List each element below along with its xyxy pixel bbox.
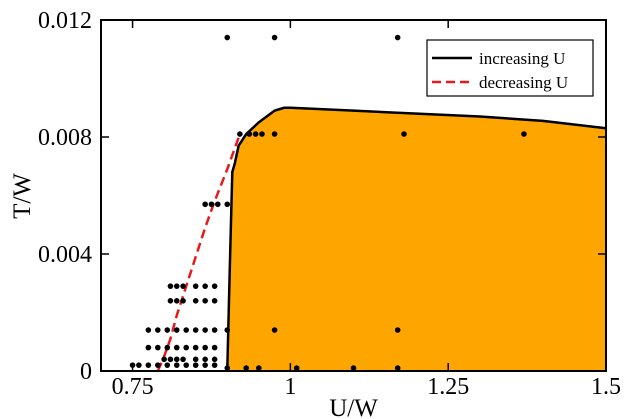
data-point bbox=[167, 283, 174, 289]
data-point bbox=[211, 298, 218, 304]
data-point bbox=[271, 131, 278, 137]
data-point bbox=[224, 34, 231, 41]
data-point bbox=[394, 365, 401, 371]
y-tick-label: 0.004 bbox=[38, 242, 92, 268]
data-point bbox=[136, 362, 142, 368]
data-point bbox=[521, 131, 527, 137]
data-point bbox=[180, 298, 186, 304]
data-point bbox=[211, 344, 218, 351]
points-layer bbox=[129, 34, 527, 371]
y-tick-label: 0 bbox=[80, 359, 92, 385]
data-point bbox=[224, 327, 231, 333]
series-line-increasing bbox=[226, 106, 607, 372]
data-point bbox=[145, 327, 152, 333]
data-point bbox=[394, 34, 401, 41]
data-point bbox=[167, 356, 174, 363]
data-point bbox=[145, 362, 152, 368]
data-point bbox=[259, 131, 265, 137]
x-tick-label: 1.25 bbox=[427, 374, 469, 400]
data-point bbox=[173, 327, 180, 333]
data-point bbox=[183, 362, 190, 368]
data-point bbox=[202, 327, 208, 333]
data-point bbox=[192, 327, 199, 333]
series-layer bbox=[156, 106, 607, 372]
x-tick-label: 0.75 bbox=[112, 374, 154, 400]
data-point bbox=[202, 362, 208, 368]
fill-layer bbox=[227, 107, 606, 371]
data-point bbox=[256, 365, 262, 371]
series-line-decreasing bbox=[156, 133, 242, 372]
data-point bbox=[180, 283, 186, 289]
data-point bbox=[211, 356, 218, 363]
data-point bbox=[350, 365, 357, 371]
data-point bbox=[293, 365, 300, 371]
data-point bbox=[224, 201, 231, 208]
data-point bbox=[202, 356, 208, 363]
data-point bbox=[173, 344, 180, 351]
data-point bbox=[211, 283, 218, 289]
x-tick-label: 1 bbox=[284, 374, 296, 400]
data-point bbox=[164, 344, 171, 351]
data-point bbox=[211, 327, 218, 333]
data-point bbox=[155, 327, 161, 333]
data-point bbox=[164, 362, 171, 368]
legend: increasing U decreasing U bbox=[426, 39, 594, 97]
data-point bbox=[211, 362, 218, 368]
data-point bbox=[183, 327, 190, 333]
data-point bbox=[173, 298, 180, 304]
data-point bbox=[192, 298, 199, 304]
data-point bbox=[192, 356, 199, 363]
data-point bbox=[214, 201, 221, 208]
x-axis-title: U/W bbox=[329, 395, 378, 419]
data-point bbox=[271, 34, 278, 41]
data-point bbox=[208, 201, 215, 208]
data-point bbox=[192, 283, 199, 289]
data-point bbox=[192, 344, 199, 351]
data-point bbox=[243, 365, 249, 371]
x-tick-label: 1.5 bbox=[591, 374, 621, 400]
data-point bbox=[164, 327, 171, 333]
data-point bbox=[202, 201, 208, 208]
data-point bbox=[394, 327, 401, 333]
shaded-region bbox=[227, 107, 606, 371]
y-tick-label: 0.008 bbox=[38, 125, 92, 151]
data-point bbox=[173, 362, 180, 368]
data-point bbox=[202, 298, 208, 304]
legend-label-increasing: increasing U bbox=[479, 49, 565, 68]
data-point bbox=[173, 283, 180, 289]
data-point bbox=[180, 356, 186, 363]
legend-box bbox=[426, 39, 594, 97]
data-point bbox=[173, 356, 180, 363]
data-point bbox=[161, 356, 167, 363]
y-axis-title: T/W bbox=[9, 173, 36, 219]
data-point bbox=[246, 131, 253, 137]
ticks-layer: 0.75 1 1.25 1.5 0 0.004 0.008 0.012 bbox=[38, 8, 621, 400]
data-point bbox=[252, 131, 259, 137]
data-point bbox=[167, 298, 174, 304]
y-tick-label: 0.012 bbox=[38, 8, 92, 34]
data-point bbox=[145, 344, 152, 351]
data-point bbox=[192, 362, 199, 368]
data-point bbox=[271, 327, 278, 333]
data-point bbox=[155, 362, 161, 368]
data-point bbox=[155, 344, 161, 351]
plot-frame bbox=[100, 19, 607, 372]
data-point bbox=[183, 344, 190, 351]
data-point bbox=[202, 283, 208, 289]
data-point bbox=[237, 131, 243, 137]
legend-label-decreasing: decreasing U bbox=[479, 73, 568, 92]
data-point bbox=[224, 365, 231, 371]
data-point bbox=[401, 131, 407, 137]
data-point bbox=[202, 344, 208, 351]
